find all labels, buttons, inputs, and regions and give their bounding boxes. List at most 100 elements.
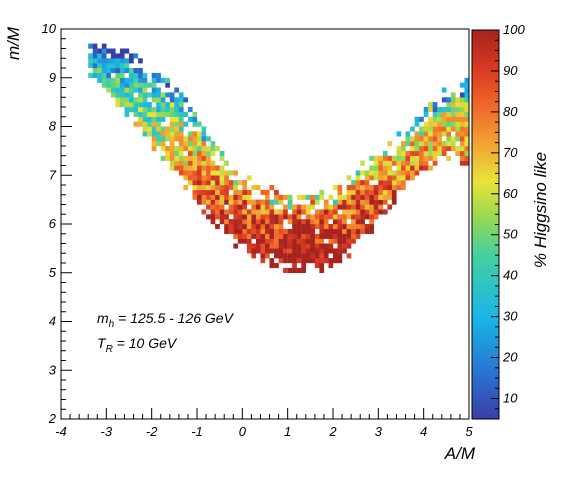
colorbar-tick-label: 60 (503, 186, 518, 201)
heatmap-cell (319, 209, 325, 215)
heatmap-cell (228, 180, 234, 186)
heatmap-cell (183, 111, 189, 117)
heatmap-cell (369, 214, 374, 220)
heatmap-cell (333, 214, 338, 220)
heatmap-cell (305, 238, 311, 244)
heatmap-cell (414, 170, 420, 176)
heatmap-cell (237, 189, 243, 195)
heatmap-cell (391, 155, 397, 161)
heatmap-cell (201, 136, 207, 142)
heatmap-cell (165, 146, 170, 152)
heatmap-cell (274, 219, 279, 225)
heatmap-cell (169, 136, 175, 142)
heatmap-cell (237, 180, 243, 186)
heatmap-cell (133, 72, 139, 78)
heatmap-cell (401, 170, 406, 176)
heatmap-cell (142, 87, 148, 93)
heatmap-cell (378, 209, 383, 215)
heatmap-cell (283, 214, 288, 220)
heatmap-cell (269, 238, 275, 244)
y-tick-label: 2 (48, 411, 57, 426)
heatmap-cell (287, 204, 293, 210)
heatmap-cell (432, 136, 438, 142)
heatmap-cell (110, 92, 116, 98)
heatmap-cell (219, 185, 225, 191)
heatmap-cell (342, 243, 347, 249)
heatmap-cell (206, 175, 211, 181)
heatmap-cell (337, 238, 343, 244)
heatmap-cell (206, 170, 211, 176)
heatmap-cell (197, 170, 202, 176)
heatmap-cell (301, 204, 306, 210)
heatmap-cell (455, 102, 461, 108)
heatmap-cell (178, 121, 184, 127)
heatmap-cell (351, 199, 356, 205)
heatmap-cell (129, 53, 134, 59)
heatmap-cell (156, 102, 161, 108)
heatmap-cell (410, 126, 415, 132)
heatmap-cell (269, 263, 275, 269)
heatmap-cell (210, 209, 216, 215)
heatmap-cell (192, 150, 198, 156)
heatmap-cell (169, 107, 175, 113)
heatmap-cell (165, 77, 170, 83)
heatmap-cell (174, 111, 179, 117)
x-tick-label: -1 (191, 424, 203, 439)
heatmap-cell (147, 92, 152, 98)
heatmap-cell (387, 155, 393, 161)
heatmap-cell (432, 146, 438, 152)
heatmap-cell (346, 238, 352, 244)
heatmap-cell (219, 165, 225, 171)
heatmap-cell (360, 160, 365, 166)
heatmap-cell (115, 68, 121, 74)
heatmap-cell (124, 58, 130, 64)
heatmap-cell (292, 248, 297, 254)
heatmap-cell (233, 224, 238, 230)
heatmap-cell (101, 77, 107, 83)
heatmap-cell (197, 121, 202, 127)
heatmap-cell (206, 199, 211, 205)
heatmap-cell (414, 121, 420, 127)
heatmap-cell (215, 165, 220, 171)
heatmap-cell (437, 107, 442, 113)
heatmap-cell (129, 92, 134, 98)
heatmap-cell (233, 204, 238, 210)
heatmap-cell (355, 185, 361, 191)
heatmap-cell (133, 77, 139, 83)
heatmap-cell (246, 189, 252, 195)
heatmap-cell (369, 165, 374, 171)
heatmap-cell (323, 214, 329, 220)
heatmap-cell (115, 58, 121, 64)
heatmap-cell (197, 150, 202, 156)
heatmap-cell (351, 209, 356, 215)
heatmap-cell (192, 160, 198, 166)
heatmap-cell (382, 199, 388, 205)
heatmap-cell (142, 107, 148, 113)
heatmap-cell (464, 126, 470, 132)
heatmap-cell (274, 199, 279, 205)
heatmap-cell (310, 258, 315, 264)
heatmap-cell (151, 146, 157, 152)
heatmap-cell (237, 209, 243, 215)
heatmap-cell (396, 180, 402, 186)
heatmap-cell (192, 180, 198, 186)
heatmap-cell (160, 97, 166, 103)
heatmap-cell (287, 258, 293, 264)
heatmap-cell (446, 141, 451, 147)
heatmap-cell (169, 121, 175, 127)
heatmap-cell (278, 194, 284, 200)
heatmap-cell (183, 175, 189, 181)
heatmap-cell (342, 204, 347, 210)
heatmap-cell (174, 160, 179, 166)
heatmap-cell (319, 224, 325, 230)
heatmap-cell (197, 136, 202, 142)
heatmap-cell (269, 214, 275, 220)
heatmap-cell (301, 224, 306, 230)
heatmap-cell (314, 224, 320, 230)
heatmap-cell (428, 150, 433, 156)
heatmap-cell (296, 209, 302, 215)
heatmap-cell (151, 87, 157, 93)
heatmap-cell (210, 214, 216, 220)
heatmap-cell (151, 111, 157, 117)
heatmap-cell (423, 155, 429, 161)
